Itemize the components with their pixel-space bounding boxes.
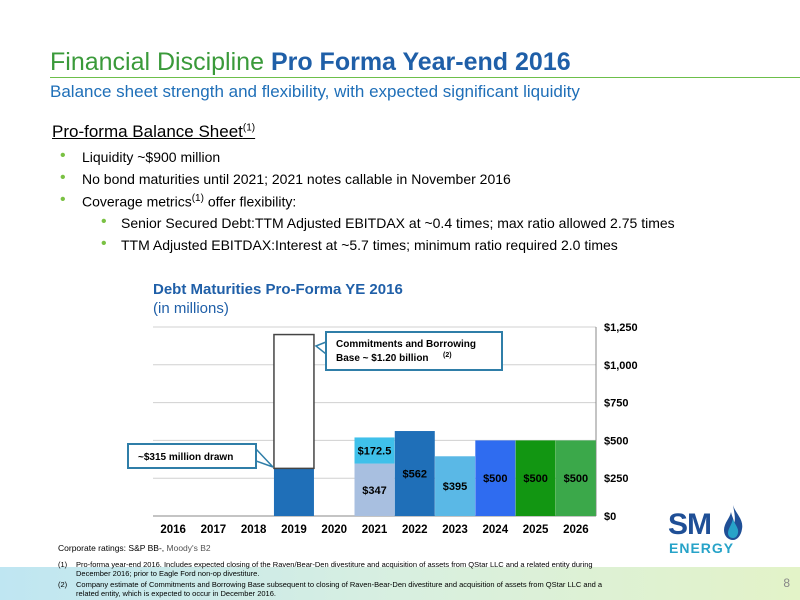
sub-bullet-text: TTM Adjusted EBITDAX:Interest at ~5.7 ti… xyxy=(121,237,618,253)
bar-data-label: $172.5 xyxy=(358,445,392,457)
x-tick-label: 2021 xyxy=(362,524,388,536)
x-tick-label: 2025 xyxy=(523,524,549,536)
y-tick-label: $750 xyxy=(604,398,628,410)
y-tick-label: $250 xyxy=(604,473,628,485)
section-heading-text: Pro-forma Balance Sheet xyxy=(52,122,243,141)
bullet-maturities: • No bond maturities until 2021; 2021 no… xyxy=(60,169,511,187)
bar-segment xyxy=(273,333,315,470)
footnote-number: (2) xyxy=(58,580,68,589)
bullet-dot-icon: • xyxy=(101,213,107,230)
sub-bullet-text: Senior Secured Debt:TTM Adjusted EBITDAX… xyxy=(121,215,675,231)
bullet-coverage: • Coverage metrics(1) offer flexibility: xyxy=(60,191,297,210)
callout-text: ~$315 million drawn xyxy=(138,452,233,463)
y-tick-label: $1,000 xyxy=(604,360,638,372)
bar-data-label: $500 xyxy=(523,473,547,485)
ratings-moodys: Moody's B2 xyxy=(166,543,211,553)
bar-segment xyxy=(555,440,596,516)
title-bold: Pro Forma Year-end 2016 xyxy=(270,48,571,76)
flame-icon xyxy=(724,505,743,540)
bar-segment xyxy=(354,463,395,516)
chart-subtitle: (in millions) xyxy=(153,300,229,317)
sub-bullet-interest: • TTM Adjusted EBITDAX:Interest at ~5.7 … xyxy=(101,235,618,253)
callout-footnote-ref: (2) xyxy=(443,352,452,359)
x-tick-label: 2016 xyxy=(160,524,186,536)
company-logo-sm: SM xyxy=(668,508,712,541)
x-tick-label: 2020 xyxy=(321,524,347,536)
section-heading-footnote-ref: (1) xyxy=(242,122,256,134)
bar-data-label: $562 xyxy=(403,469,427,481)
y-tick-label: $500 xyxy=(604,435,628,447)
page-number: 8 xyxy=(783,576,790,590)
bullet-footnote-ref: (1) xyxy=(191,193,204,204)
x-tick-label: 2017 xyxy=(201,524,227,536)
bar-data-label: $395 xyxy=(443,481,467,493)
section-heading: Pro-forma Balance Sheet(1) xyxy=(52,122,255,142)
bullet-dot-icon: • xyxy=(60,147,66,164)
bar-segment xyxy=(354,437,395,464)
bar-data-label: $500 xyxy=(483,473,507,485)
footnote-2: Company estimate of Commitments and Borr… xyxy=(76,580,603,598)
corporate-ratings: Corporate ratings: S&P BB-, Moody's B2 xyxy=(58,543,211,553)
bar-segment xyxy=(273,468,314,516)
callout-box-drawn xyxy=(127,443,257,469)
x-tick-label: 2024 xyxy=(483,524,509,536)
x-tick-label: 2023 xyxy=(442,524,468,536)
title-plain: Financial Discipline xyxy=(50,48,264,76)
bullet-liquidity: • Liquidity ~$900 million xyxy=(60,147,221,165)
bar-segment xyxy=(435,456,476,516)
title-divider xyxy=(50,77,800,78)
bullet-text-after: offer flexibility: xyxy=(203,193,297,210)
callout-box-borrowing-base xyxy=(325,331,503,371)
chart-title: Debt Maturities Pro-Forma YE 2016 xyxy=(153,281,403,298)
x-tick-label: 2018 xyxy=(241,524,267,536)
page-subtitle: Balance sheet strength and flexibility, … xyxy=(50,82,580,101)
x-tick-label: 2019 xyxy=(281,524,307,536)
footnote-number: (1) xyxy=(58,560,68,569)
ratings-sp: Corporate ratings: S&P BB-, xyxy=(58,543,167,553)
company-logo-energy: ENERGY xyxy=(669,540,735,556)
callout-pointer xyxy=(314,340,327,356)
x-tick-label: 2026 xyxy=(563,524,589,536)
bullet-dot-icon: • xyxy=(101,235,107,252)
footer-band xyxy=(0,567,800,600)
bar-segment xyxy=(394,431,435,516)
bar-data-label: $347 xyxy=(362,485,386,497)
y-tick-label: $1,250 xyxy=(604,322,638,334)
bar-segment xyxy=(515,440,556,516)
y-tick-label: $0 xyxy=(604,511,616,523)
bullet-text: No bond maturities until 2021; 2021 note… xyxy=(82,171,511,187)
sub-bullet-senior-debt: • Senior Secured Debt:TTM Adjusted EBITD… xyxy=(101,213,675,231)
bullet-dot-icon: • xyxy=(60,191,66,208)
callout-text: Base ~ $1.20 billion xyxy=(336,353,429,364)
bullet-text: Coverage metrics xyxy=(82,193,192,210)
x-tick-label: 2022 xyxy=(402,524,428,536)
page-title: Financial Discipline Pro Forma Year-end … xyxy=(50,48,571,77)
callout-text: Commitments and Borrowing xyxy=(336,339,476,350)
callout-pointer xyxy=(255,447,274,468)
footnote-1: Pro-forma year-end 2016. Includes expect… xyxy=(76,560,593,578)
bullet-dot-icon: • xyxy=(60,169,66,186)
bullet-text: Liquidity ~$900 million xyxy=(82,149,221,165)
bar-segment xyxy=(475,440,516,516)
bar-data-label: $500 xyxy=(564,473,588,485)
